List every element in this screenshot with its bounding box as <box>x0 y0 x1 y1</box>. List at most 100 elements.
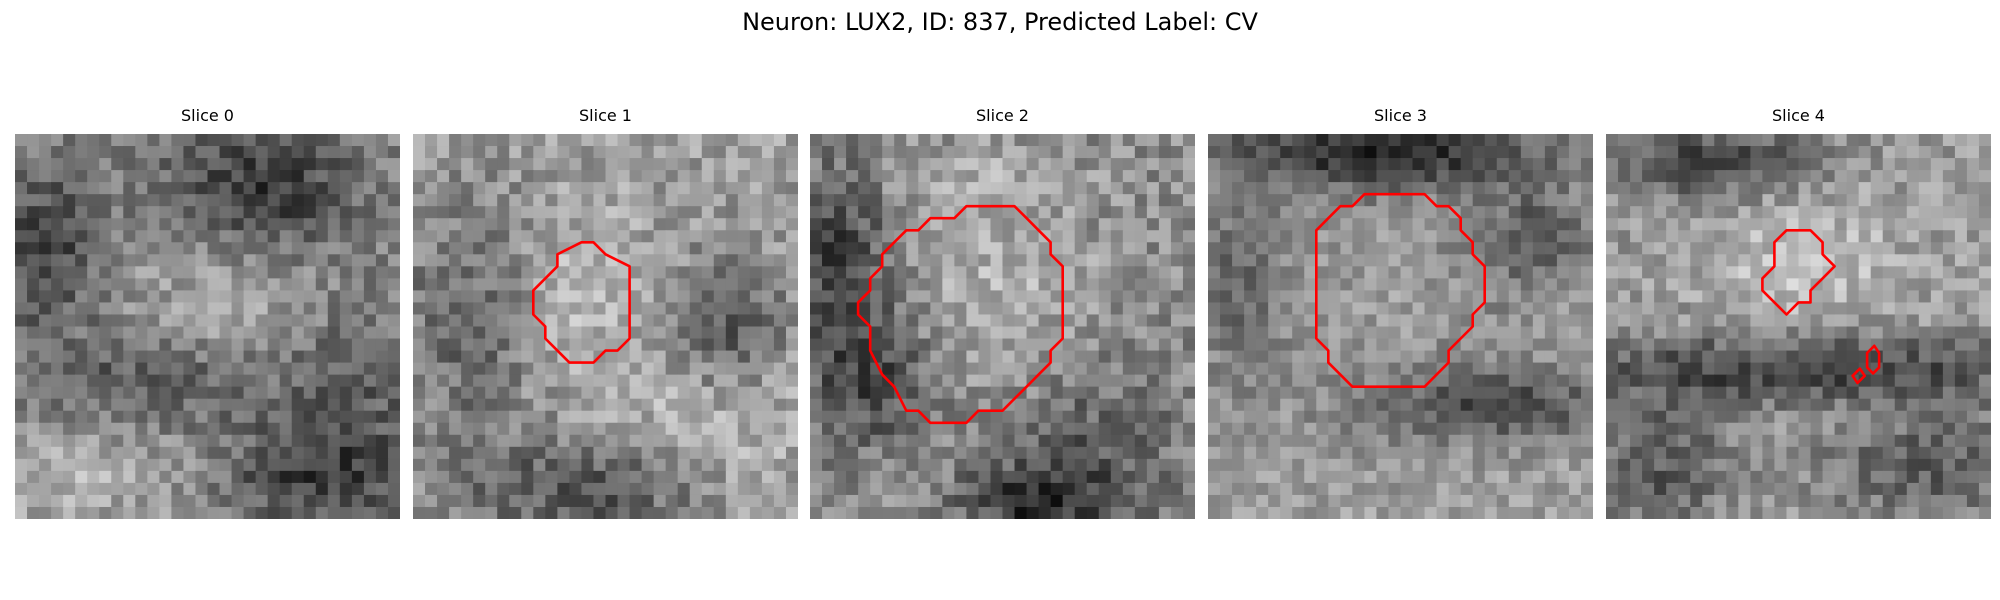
image-pixel <box>123 362 136 376</box>
image-pixel <box>1134 494 1148 508</box>
image-pixel <box>1894 446 1908 460</box>
image-pixel <box>473 398 486 412</box>
image-pixel <box>485 206 498 219</box>
image-pixel <box>665 182 679 195</box>
image-pixel <box>1580 206 1593 219</box>
image-pixel <box>1220 458 1233 472</box>
image-pixel <box>1232 134 1245 147</box>
image-pixel <box>15 242 28 255</box>
image-pixel <box>1738 218 1751 231</box>
image-pixel <box>1846 242 1860 255</box>
image-pixel <box>27 134 40 147</box>
image-pixel <box>243 158 257 171</box>
image-pixel <box>605 254 619 267</box>
image-pixel <box>1894 374 1908 388</box>
image-pixel <box>918 242 931 255</box>
image-pixel <box>207 422 221 436</box>
image-pixel <box>978 434 992 448</box>
image-pixel <box>1544 494 1558 508</box>
image-pixel <box>1726 230 1739 243</box>
image-pixel <box>1448 290 1462 304</box>
image-pixel <box>207 194 221 207</box>
image-pixel <box>737 422 751 436</box>
image-pixel <box>1268 398 1281 412</box>
image-pixel <box>1244 134 1257 147</box>
image-pixel <box>1786 158 1800 171</box>
image-pixel <box>1256 194 1269 207</box>
image-pixel <box>1292 398 1305 412</box>
image-pixel <box>387 254 400 267</box>
image-pixel <box>1376 230 1390 243</box>
image-pixel <box>1316 278 1329 292</box>
image-pixel <box>653 278 667 292</box>
image-pixel <box>1714 422 1727 436</box>
image-pixel <box>810 422 823 436</box>
image-pixel <box>557 386 571 400</box>
image-pixel <box>810 230 823 243</box>
image-pixel <box>1304 242 1317 255</box>
image-pixel <box>785 350 798 364</box>
image-pixel <box>641 206 655 219</box>
image-pixel <box>1244 434 1257 448</box>
image-pixel <box>1110 326 1124 340</box>
image-pixel <box>183 410 197 424</box>
image-pixel <box>773 494 787 508</box>
image-pixel <box>1460 302 1474 316</box>
image-pixel <box>1146 326 1160 340</box>
image-pixel <box>1846 338 1860 352</box>
image-pixel <box>569 410 583 424</box>
image-pixel <box>99 506 112 519</box>
image-pixel <box>39 506 52 519</box>
image-pixel <box>231 266 245 279</box>
image-pixel <box>1918 362 1932 376</box>
image-pixel <box>1630 134 1643 147</box>
image-pixel <box>1930 410 1944 424</box>
image-pixel <box>183 494 197 508</box>
image-pixel <box>858 350 871 364</box>
image-pixel <box>413 158 426 171</box>
image-pixel <box>1520 254 1534 267</box>
image-pixel <box>351 218 365 231</box>
image-pixel <box>858 422 871 436</box>
image-pixel <box>1882 326 1896 340</box>
image-pixel <box>1122 230 1136 243</box>
image-pixel <box>255 350 269 364</box>
image-pixel <box>1364 386 1378 400</box>
image-pixel <box>1678 218 1691 231</box>
image-pixel <box>1328 482 1341 496</box>
image-pixel <box>1810 218 1824 231</box>
image-pixel <box>243 230 257 243</box>
image-pixel <box>1738 434 1751 448</box>
image-pixel <box>1146 494 1160 508</box>
image-pixel <box>1606 266 1619 279</box>
image-pixel <box>195 410 209 424</box>
image-pixel <box>1544 242 1558 255</box>
image-pixel <box>1304 350 1317 364</box>
image-pixel <box>1942 386 1956 400</box>
image-pixel <box>978 242 992 255</box>
image-pixel <box>665 290 679 304</box>
image-pixel <box>918 170 931 183</box>
image-pixel <box>930 230 943 243</box>
image-pixel <box>1532 422 1546 436</box>
image-pixel <box>749 266 763 279</box>
image-pixel <box>1822 422 1836 436</box>
image-pixel <box>449 290 462 304</box>
image-pixel <box>183 290 197 304</box>
image-pixel <box>810 482 823 496</box>
image-pixel <box>605 266 619 279</box>
image-pixel <box>1232 470 1245 484</box>
image-pixel <box>183 386 197 400</box>
image-pixel <box>653 242 667 255</box>
image-pixel <box>1182 434 1195 448</box>
image-pixel <box>593 470 607 484</box>
image-pixel <box>291 170 305 183</box>
image-pixel <box>1630 422 1643 436</box>
image-pixel <box>425 326 438 340</box>
image-pixel <box>569 206 583 219</box>
image-pixel <box>1304 458 1317 472</box>
image-pixel <box>1520 470 1534 484</box>
image-pixel <box>1268 326 1281 340</box>
image-pixel <box>1906 254 1920 267</box>
image-pixel <box>846 338 859 352</box>
